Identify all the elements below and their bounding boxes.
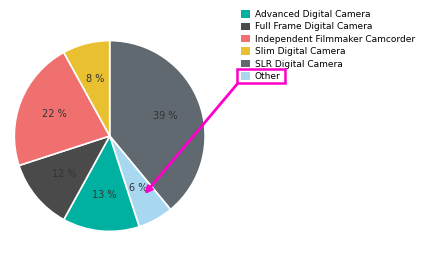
Legend: Advanced Digital Camera, Full Frame Digital Camera, Independent Filmmaker Camcor: Advanced Digital Camera, Full Frame Digi… <box>238 7 417 84</box>
Wedge shape <box>19 136 110 220</box>
Wedge shape <box>64 41 110 136</box>
Text: 13 %: 13 % <box>92 190 116 200</box>
Wedge shape <box>110 136 170 227</box>
Text: 12 %: 12 % <box>52 169 76 179</box>
Text: 39 %: 39 % <box>153 111 178 121</box>
Wedge shape <box>64 136 139 231</box>
Text: 8 %: 8 % <box>86 74 104 84</box>
Wedge shape <box>14 52 110 165</box>
Wedge shape <box>110 41 205 209</box>
Text: 6 %: 6 % <box>129 183 147 193</box>
Text: 22 %: 22 % <box>42 109 67 119</box>
